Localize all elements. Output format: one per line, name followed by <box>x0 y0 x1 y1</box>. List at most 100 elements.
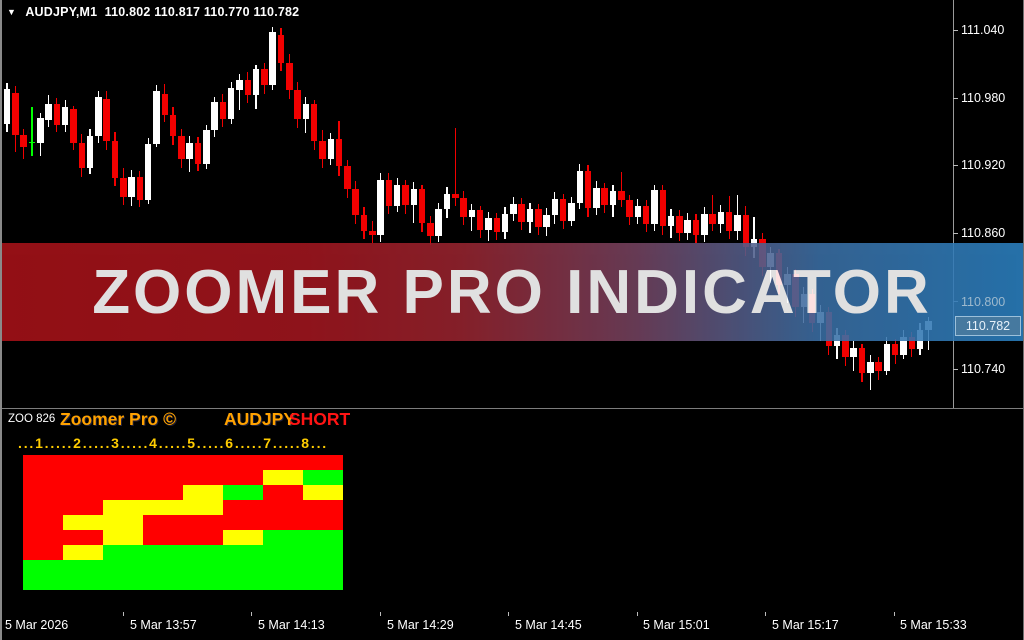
candle-body <box>460 198 467 218</box>
candle-body <box>402 184 409 205</box>
candle-body <box>86 136 94 168</box>
indicator-short-name: ZOO 826 <box>8 413 56 425</box>
candle-body <box>377 180 384 236</box>
zoomer-grid-cell <box>183 470 223 485</box>
candle-body <box>501 213 509 232</box>
zoomer-grid-cell <box>223 485 263 500</box>
candle-body <box>20 134 27 148</box>
candle-body <box>667 216 675 227</box>
time-label: 5 Mar 14:29 <box>387 618 454 632</box>
zoomer-grid-cell <box>183 485 223 500</box>
candle-body <box>875 361 882 371</box>
candle-body <box>900 336 907 355</box>
indicator-symbol: AUDJPY <box>224 409 295 429</box>
candle-body <box>120 177 127 197</box>
zoomer-grid-cell <box>23 515 63 530</box>
candle-body <box>12 93 19 135</box>
candle-body <box>252 69 260 96</box>
zoomer-grid-cell <box>23 485 63 500</box>
zoomer-grid-cell <box>103 560 143 575</box>
candle-body <box>45 104 52 121</box>
candle-body <box>194 142 202 165</box>
candle-body <box>452 193 459 199</box>
candle-body <box>136 176 144 201</box>
time-tick <box>123 612 124 616</box>
zoomer-grid-cell <box>143 515 183 530</box>
signal-grid <box>23 455 343 590</box>
time-label: 5 Mar 2026 <box>5 618 69 632</box>
candle-body <box>294 89 301 120</box>
zoomer-grid-cell <box>183 500 223 515</box>
zoomer-grid-cell <box>223 545 263 560</box>
zoomer-grid-cell <box>183 455 223 470</box>
candle-body <box>443 193 451 210</box>
time-tick <box>508 612 509 616</box>
zoomer-grid-cell <box>63 560 103 575</box>
zoomer-grid-cell <box>183 560 223 575</box>
candle-body <box>651 190 658 224</box>
time-tick <box>894 612 895 616</box>
zoomer-grid-cell <box>263 500 303 515</box>
candle-body <box>269 32 276 86</box>
candle-body <box>410 189 417 205</box>
zoomer-grid-cell <box>303 575 343 590</box>
zoomer-grid-cell <box>23 530 63 545</box>
zoomer-grid-cell <box>23 455 63 470</box>
candle-wick <box>238 73 241 111</box>
zoomer-grid-cell <box>143 485 183 500</box>
candle-body <box>319 140 326 159</box>
candle-body <box>352 189 359 215</box>
zoomer-grid-cell <box>263 530 303 545</box>
candle-body <box>53 104 61 125</box>
candle-body <box>659 190 666 227</box>
candle-body <box>360 214 368 231</box>
candle-body <box>111 140 119 178</box>
time-label: 5 Mar 14:13 <box>258 618 325 632</box>
price-tick <box>953 98 958 99</box>
zoomer-grid-cell <box>303 515 343 530</box>
candle-body <box>169 114 177 137</box>
signal-label-short: SHORT <box>289 409 351 429</box>
candle-wick <box>753 217 755 258</box>
candle-body <box>750 238 758 247</box>
candle-body <box>551 199 559 215</box>
candle-body <box>335 139 343 167</box>
candle-body <box>734 214 741 231</box>
candle-body <box>178 136 185 159</box>
candle-body <box>609 191 617 205</box>
zoomer-grid-cell <box>23 545 63 560</box>
candle-body <box>3 88 11 124</box>
symbol-ohlc-header: ▼ AUDJPY,M1 110.802 110.817 110.770 110.… <box>7 5 299 19</box>
candle-body <box>676 216 683 234</box>
time-label: 5 Mar 15:17 <box>772 618 839 632</box>
zoomer-grid-cell <box>103 575 143 590</box>
candle-body <box>883 343 891 371</box>
chevron-down-icon[interactable]: ▼ <box>7 7 17 17</box>
zoomer-grid-cell <box>183 545 223 560</box>
candle-body <box>684 219 691 234</box>
candle-body <box>568 202 575 221</box>
candle-body <box>601 187 608 205</box>
candle-body <box>526 209 534 222</box>
price-label: 110.980 <box>961 91 1006 105</box>
candle-body <box>203 130 210 165</box>
low-value: 110.770 <box>203 5 250 19</box>
zoomer-grid-cell <box>223 560 263 575</box>
candle-body <box>277 34 285 63</box>
zoomer-grid-cell <box>223 470 263 485</box>
candle-body <box>543 214 550 228</box>
candle-body <box>144 143 152 201</box>
zoomer-grid-cell <box>263 470 303 485</box>
candle-body <box>717 211 725 224</box>
candle-body <box>535 209 542 228</box>
candle-body <box>219 102 227 120</box>
candle-body <box>559 199 567 221</box>
zoomer-grid-cell <box>223 500 263 515</box>
panel-separator[interactable] <box>0 408 1024 409</box>
candle-wick <box>620 172 622 208</box>
candle-body <box>493 218 500 232</box>
candle-body <box>310 104 318 141</box>
zoomer-grid-cell <box>143 500 183 515</box>
promo-banner: ZOOMER PRO INDICATOR <box>0 243 1024 341</box>
zoomer-grid-cell <box>303 470 343 485</box>
